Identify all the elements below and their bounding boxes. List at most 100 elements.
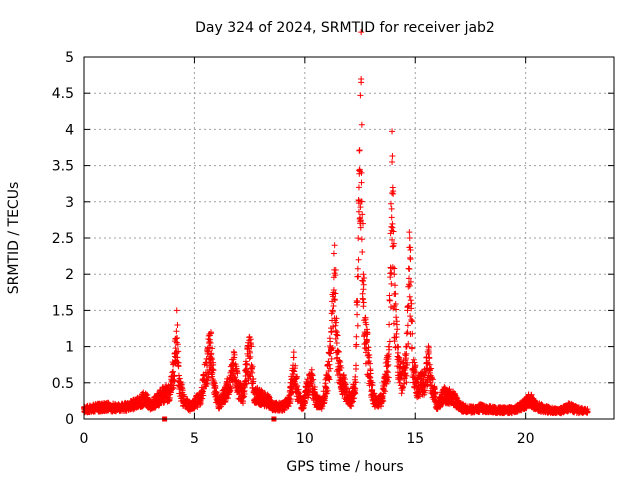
- data-point: [407, 313, 414, 320]
- x-tick-label: 15: [406, 431, 424, 447]
- data-point: [313, 392, 320, 399]
- data-point: [358, 169, 365, 176]
- data-point: [331, 296, 338, 303]
- data-point: [357, 224, 364, 231]
- data-point: [584, 409, 591, 416]
- data-point: [357, 204, 364, 211]
- data-point: [355, 256, 362, 263]
- data-point: [200, 392, 207, 399]
- data-point: [173, 328, 180, 335]
- data-point: [294, 373, 301, 380]
- data-point: [384, 352, 391, 359]
- data-point: [174, 322, 181, 329]
- y-tick-label: 1: [65, 340, 74, 356]
- data-point: [386, 321, 393, 328]
- data-point: [394, 349, 401, 356]
- data-point: [291, 368, 298, 375]
- data-point: [336, 357, 343, 364]
- data-point: [209, 345, 216, 352]
- plot-border: [83, 56, 615, 420]
- x-axis-label: GPS time / hours: [286, 459, 403, 475]
- data-point: [205, 374, 212, 381]
- data-point: [356, 147, 363, 154]
- data-point: [388, 205, 395, 212]
- data-point: [249, 363, 256, 370]
- data-point: [328, 345, 335, 352]
- data-point: [332, 296, 339, 303]
- data-point: [426, 361, 433, 368]
- y-tick-label: 5: [65, 50, 74, 66]
- data-point: [412, 369, 419, 376]
- data-point: [405, 265, 412, 272]
- data-point: [330, 250, 337, 257]
- data-point: [361, 275, 368, 282]
- data-point: [247, 339, 254, 346]
- y-tick-label: 1.5: [52, 303, 74, 319]
- data-point: [352, 379, 359, 386]
- data-point: [199, 395, 206, 402]
- data-point: [359, 211, 366, 218]
- data-point: [179, 387, 186, 394]
- data-point: [217, 403, 224, 410]
- data-point: [358, 179, 365, 186]
- x-tick-label: 0: [80, 431, 89, 447]
- y-axis-label: SRMTID / TECUs: [6, 182, 22, 295]
- data-point: [407, 297, 414, 304]
- data-point: [328, 355, 335, 362]
- data-point: [406, 293, 413, 300]
- data-point: [348, 403, 355, 410]
- data-point: [359, 296, 366, 303]
- data-point: [385, 343, 392, 350]
- data-point: [391, 265, 398, 272]
- data-point: [234, 370, 241, 377]
- data-point: [248, 343, 255, 350]
- data-point: [354, 265, 361, 272]
- data-point: [360, 271, 367, 278]
- data-point: [328, 329, 335, 336]
- data-point: [357, 217, 364, 224]
- data-point: [324, 387, 331, 394]
- data-point: [410, 356, 417, 363]
- data-point: [203, 381, 210, 388]
- data-point: [390, 228, 397, 235]
- data-point: [175, 348, 182, 355]
- data-point: [174, 335, 181, 342]
- data-point: [393, 314, 400, 321]
- data-point: [386, 297, 393, 304]
- data-point: [332, 322, 339, 329]
- data-point: [385, 361, 392, 368]
- data-point: [174, 354, 181, 361]
- data-point: [421, 389, 428, 396]
- data-point: [212, 383, 219, 390]
- data-point: [332, 267, 339, 274]
- data-point: [408, 300, 415, 307]
- data-point: [335, 348, 342, 355]
- data-point: [385, 378, 392, 385]
- data-point: [359, 220, 366, 227]
- data-point: [350, 398, 357, 405]
- data-point: [333, 315, 340, 322]
- data-point: [360, 281, 367, 288]
- data-point: [207, 340, 214, 347]
- data-point: [407, 278, 414, 285]
- data-point: [364, 337, 371, 344]
- x-tick-label: 5: [190, 431, 199, 447]
- data-point: [387, 200, 394, 207]
- y-tick-label: 3.5: [52, 159, 74, 175]
- data-point: [407, 256, 414, 263]
- data-point: [359, 248, 366, 255]
- data-point: [176, 375, 183, 382]
- data-point: [358, 79, 365, 86]
- y-tick-label: 2.5: [52, 231, 74, 247]
- data-point: [247, 353, 254, 360]
- data-point: [352, 366, 359, 373]
- data-point: [352, 385, 359, 392]
- data-point: [411, 359, 418, 366]
- data-point: [348, 399, 355, 406]
- data-point: [333, 329, 340, 336]
- data-point: [406, 266, 413, 273]
- data-point: [425, 350, 432, 357]
- data-point: [243, 380, 250, 387]
- data-layer: [81, 29, 591, 422]
